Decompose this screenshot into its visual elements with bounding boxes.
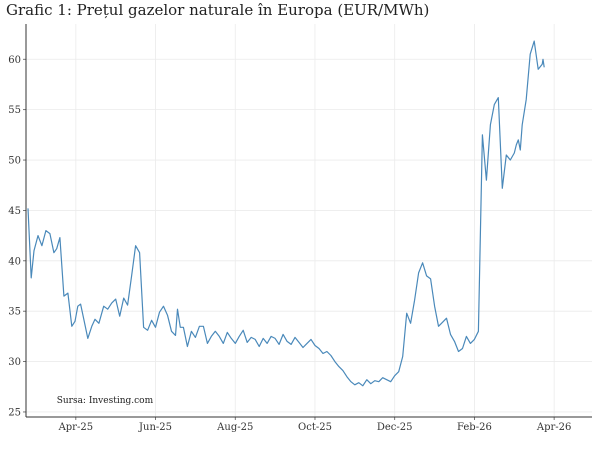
y-tick-label: 55 <box>8 105 21 116</box>
series-line-1 <box>27 40 545 387</box>
x-tick-label: Dec-25 <box>377 422 413 433</box>
source-note: Sursa: Investing.com <box>57 396 154 406</box>
x-tick-label: Apr-25 <box>58 422 94 433</box>
grid <box>26 24 592 417</box>
y-tick-label: 50 <box>8 156 21 167</box>
y-tick-label: 40 <box>8 256 21 267</box>
chart-title: Grafic 1: Prețul gazelor naturale în Eur… <box>6 1 430 19</box>
x-tick-label: Jun-25 <box>138 422 172 433</box>
series-layer <box>27 40 545 387</box>
axes: 25 30 35 40 45 50 55 60 Apr-25 Jun-25 Aug-25 Oct-25… <box>8 24 592 433</box>
x-tick-label: Oct-25 <box>298 422 332 433</box>
x-tick-label: Feb-26 <box>457 422 492 433</box>
x-tick-label: Apr-26 <box>536 422 572 433</box>
y-tick-label: 60 <box>8 55 21 66</box>
y-tick-label: 35 <box>8 307 21 318</box>
x-tick-label: Aug-25 <box>216 422 253 433</box>
y-tick-label: 45 <box>8 206 21 217</box>
y-tick-label: 30 <box>8 357 21 368</box>
y-tick-label: 25 <box>8 407 21 418</box>
plot-area <box>26 24 592 417</box>
